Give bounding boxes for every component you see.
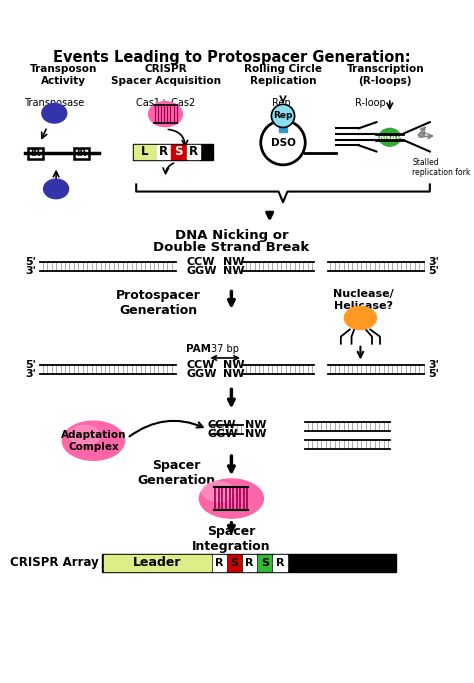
- Text: NW: NW: [245, 429, 266, 438]
- Text: 37 bp: 37 bp: [211, 344, 239, 354]
- Bar: [156, 145, 170, 158]
- Text: Transcription
(R-loops): Transcription (R-loops): [346, 64, 424, 86]
- Text: Events Leading to Protospacer Generation:: Events Leading to Protospacer Generation…: [53, 50, 410, 65]
- Text: CCW: CCW: [207, 419, 236, 430]
- Text: Stalled
replication fork: Stalled replication fork: [412, 158, 470, 177]
- Circle shape: [272, 104, 294, 128]
- Text: 3': 3': [428, 257, 439, 267]
- Bar: [171, 145, 186, 158]
- Text: 3': 3': [428, 360, 439, 370]
- Text: 5': 5': [26, 360, 36, 370]
- Bar: [74, 148, 89, 158]
- Text: GGW: GGW: [187, 266, 218, 276]
- Text: CRISPR
Spacer Acquisition: CRISPR Spacer Acquisition: [110, 64, 220, 86]
- Text: R: R: [246, 557, 254, 568]
- Ellipse shape: [149, 102, 182, 126]
- Text: IR: IR: [76, 149, 87, 158]
- Text: L: L: [141, 145, 149, 158]
- Text: Cas1+ Cas2: Cas1+ Cas2: [136, 98, 195, 108]
- Text: R: R: [276, 557, 284, 568]
- Text: CCW: CCW: [187, 360, 215, 370]
- Text: S: S: [230, 557, 238, 568]
- Bar: [280, 128, 287, 132]
- Text: Rep: Rep: [273, 111, 293, 120]
- Text: Rep: Rep: [272, 98, 291, 108]
- Text: S: S: [174, 145, 182, 158]
- Bar: [104, 555, 211, 570]
- Text: 5': 5': [428, 266, 439, 276]
- Text: Spacer
Generation: Spacer Generation: [137, 458, 215, 486]
- Bar: [273, 555, 287, 570]
- Text: S: S: [261, 557, 269, 568]
- Text: 3': 3': [26, 369, 36, 379]
- Text: 5': 5': [428, 369, 439, 379]
- Text: Transposase: Transposase: [24, 98, 84, 108]
- Bar: [228, 555, 241, 570]
- Text: CRISPR Array: CRISPR Array: [10, 556, 99, 569]
- Ellipse shape: [69, 426, 100, 445]
- Text: R: R: [215, 557, 224, 568]
- Text: PAM: PAM: [186, 344, 211, 354]
- Bar: [102, 554, 396, 572]
- Text: 3': 3': [26, 266, 36, 276]
- Text: Adaptation
Complex: Adaptation Complex: [61, 430, 126, 451]
- Bar: [133, 144, 213, 160]
- Text: DNA Nicking or: DNA Nicking or: [174, 229, 288, 242]
- Ellipse shape: [345, 307, 376, 329]
- Text: R-loop: R-loop: [355, 98, 385, 108]
- Bar: [27, 148, 43, 158]
- Bar: [187, 145, 200, 158]
- Text: NW: NW: [223, 369, 245, 379]
- Text: DSO: DSO: [271, 137, 295, 148]
- Text: Nuclease/
Helicase?: Nuclease/ Helicase?: [333, 290, 393, 311]
- Ellipse shape: [200, 479, 264, 518]
- Text: Spacer
Integration: Spacer Integration: [192, 525, 271, 553]
- Bar: [243, 555, 256, 570]
- Text: RNAP: RNAP: [378, 133, 402, 142]
- Bar: [258, 555, 272, 570]
- Ellipse shape: [379, 128, 401, 146]
- Text: R: R: [189, 145, 198, 158]
- Text: CCW: CCW: [187, 257, 215, 267]
- Ellipse shape: [44, 179, 69, 199]
- Text: NW: NW: [223, 257, 245, 267]
- Text: GGW: GGW: [207, 429, 238, 438]
- Text: Rolling Circle
Replication: Rolling Circle Replication: [244, 64, 322, 86]
- Text: Double Strand Break: Double Strand Break: [153, 240, 310, 253]
- Text: NW: NW: [223, 266, 245, 276]
- Text: Protospacer
Generation: Protospacer Generation: [116, 290, 201, 318]
- Text: Leader: Leader: [133, 556, 182, 569]
- Text: R: R: [159, 145, 168, 158]
- Bar: [213, 555, 226, 570]
- Text: NW: NW: [245, 419, 266, 430]
- Text: - -: - -: [203, 147, 214, 157]
- Ellipse shape: [42, 103, 67, 123]
- Text: Transposon
Activity: Transposon Activity: [29, 64, 97, 86]
- Text: 5': 5': [26, 257, 36, 267]
- Text: NW: NW: [223, 360, 245, 370]
- Ellipse shape: [202, 482, 234, 501]
- Text: - - -: - - -: [290, 556, 311, 569]
- Ellipse shape: [62, 421, 125, 460]
- Bar: [135, 145, 156, 158]
- Text: IR: IR: [30, 149, 40, 158]
- Text: GGW: GGW: [187, 369, 218, 379]
